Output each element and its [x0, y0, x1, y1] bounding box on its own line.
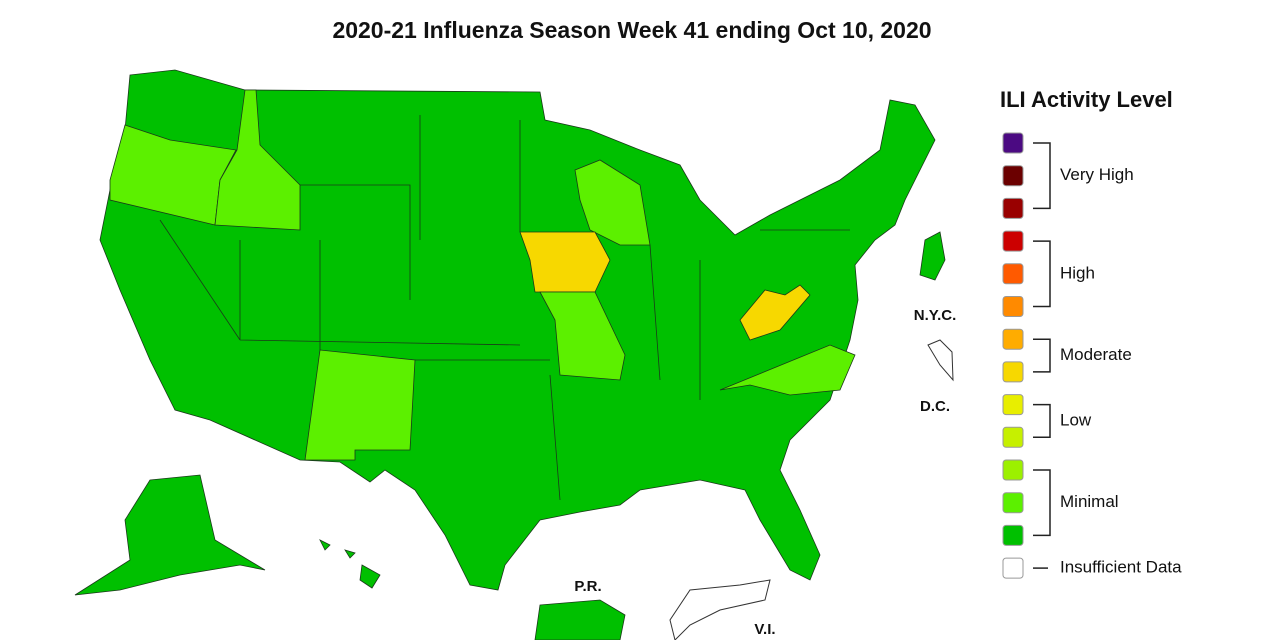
title: 2020-21 Influenza Season Week 41 ending … [332, 17, 931, 43]
nyc-label: N.Y.C. [914, 307, 957, 324]
legend-swatch [1002, 426, 1024, 448]
legend-swatch [1002, 296, 1024, 317]
legend-swatch [1002, 459, 1024, 481]
nyc-inset [919, 231, 946, 281]
legend-swatch [1002, 165, 1024, 187]
legend-swatch [1002, 328, 1024, 350]
legend-bracket [1033, 469, 1051, 537]
legend-bracket [1033, 142, 1051, 210]
state-wi [574, 159, 651, 246]
legend-swatch [1002, 394, 1024, 416]
pr-label: P.R. [574, 578, 601, 595]
legend-swatch [1002, 492, 1024, 514]
legend-label: Very High [1060, 165, 1134, 184]
legend-swatch [1002, 557, 1024, 579]
state-mo [539, 291, 626, 381]
pr-inset [534, 599, 626, 640]
alaska [74, 474, 266, 596]
state-ia [519, 231, 611, 293]
legend-swatch [1002, 361, 1024, 383]
state-borders [159, 115, 850, 501]
legend-label: High [1060, 263, 1095, 282]
legend-label: Low [1060, 410, 1092, 429]
legend: ILI Activity Level Very High High Moderate… [1000, 87, 1182, 579]
legend-label: Moderate [1060, 345, 1132, 364]
legend-bracket [1033, 240, 1051, 308]
state-nc [719, 344, 856, 396]
us-map [74, 69, 954, 640]
vi-inset [669, 579, 771, 640]
state-id [214, 89, 301, 231]
dc-inset [927, 339, 954, 382]
legend-label: Minimal [1060, 492, 1119, 511]
legend-title: ILI Activity Level [1000, 87, 1173, 112]
hawaii [319, 539, 381, 589]
legend-bracket [1033, 403, 1051, 439]
legend-label: Insufficient Data [1060, 558, 1182, 577]
legend-swatch [1002, 230, 1024, 252]
state-wv [739, 284, 811, 341]
legend-swatch [1002, 197, 1024, 219]
dc-label: D.C. [920, 398, 950, 415]
legend-swatch [1002, 524, 1024, 546]
legend-bracket [1033, 338, 1051, 373]
legend-swatch [1002, 132, 1024, 154]
vi-label: V.I. [754, 621, 775, 638]
state-nm [304, 349, 416, 461]
legend-swatch [1002, 263, 1024, 285]
